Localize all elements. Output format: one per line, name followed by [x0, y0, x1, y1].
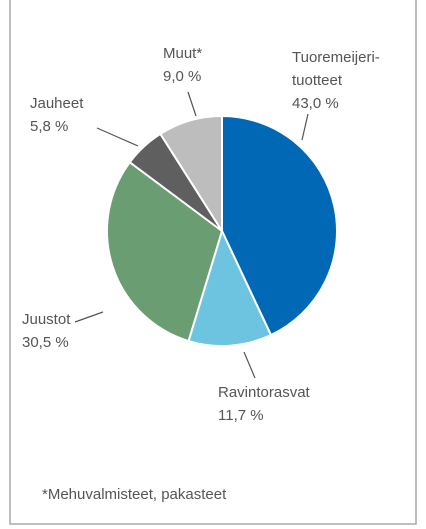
category-label: Ravintorasvat	[218, 384, 310, 401]
category-label: Jauheet	[30, 95, 84, 112]
category-label: Tuoremeijeri-tuotteet	[292, 49, 380, 89]
value-label: 30,5 %	[22, 334, 69, 351]
leader-line	[187, 91, 197, 117]
value-label: 5,8 %	[30, 118, 69, 135]
category-label: Juustot	[22, 311, 71, 328]
leader-lines	[74, 91, 309, 379]
leader-line	[243, 351, 256, 379]
pie-slice	[221, 114, 338, 337]
value-label: 11,7 %	[218, 407, 264, 424]
value-label: 9,0 %	[163, 68, 202, 85]
leader-line	[96, 127, 139, 147]
pie-slice	[106, 160, 224, 343]
leader-line	[301, 113, 309, 141]
frame	[9, 0, 417, 525]
category-label: Muut*	[163, 45, 203, 62]
pie-slice	[187, 228, 273, 347]
pie-slice	[158, 114, 223, 235]
footnote: *Mehuvalmisteet, pakasteet	[42, 486, 227, 503]
leader-line	[74, 311, 104, 323]
value-label: 43,0 %	[292, 95, 339, 112]
